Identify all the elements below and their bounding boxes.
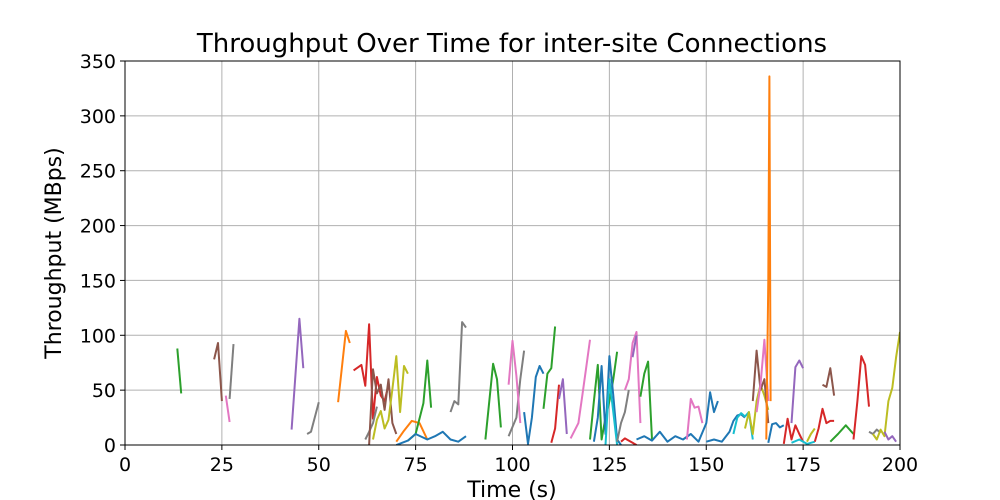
- x-tick-label: 175: [785, 454, 821, 476]
- series-line-43: [791, 438, 816, 445]
- y-tick-label: 150: [80, 270, 116, 292]
- series-line-20: [542, 326, 557, 409]
- series-line-10: [368, 368, 398, 445]
- series-line-22: [558, 378, 568, 435]
- x-tick-label: 100: [494, 454, 530, 476]
- series-line-39: [765, 75, 772, 440]
- x-tick-label: 200: [882, 454, 918, 476]
- x-tick-label: 75: [404, 454, 428, 476]
- series-line-36: [744, 383, 770, 435]
- series-line-26: [604, 378, 619, 445]
- x-axis: 0 25 50 75 100 125 150 175 200: [119, 445, 918, 476]
- chart-title: Throughput Over Time for inter-site Conn…: [196, 29, 827, 59]
- series-line-27: [616, 389, 630, 442]
- y-tick-label: 250: [80, 161, 116, 183]
- y-axis: 0 50 100 150 200 250 300 350: [80, 51, 125, 457]
- series-line-46: [822, 367, 836, 396]
- series-line-51: [883, 431, 897, 443]
- series-line-45: [813, 407, 835, 442]
- series-line-42: [790, 359, 804, 424]
- series-line-9: [364, 406, 378, 440]
- series-line-3: [224, 395, 231, 423]
- series-line-21: [550, 384, 560, 444]
- x-tick-label: 150: [688, 454, 724, 476]
- series-line-41: [782, 417, 804, 445]
- series-line-33: [685, 397, 704, 440]
- series-line-11: [372, 355, 409, 440]
- series-line-2: [213, 342, 223, 402]
- series-line-31: [639, 360, 653, 440]
- y-tick-label: 350: [80, 51, 116, 73]
- x-tick-label: 25: [210, 454, 234, 476]
- y-tick-label: 100: [80, 325, 116, 347]
- series-line-5: [290, 317, 305, 430]
- y-tick-label: 200: [80, 216, 116, 238]
- series-group: [176, 75, 900, 445]
- x-tick-label: 50: [307, 454, 331, 476]
- x-axis-label: Time (s): [466, 478, 556, 500]
- series-line-30: [631, 335, 638, 358]
- series-line-29: [620, 437, 637, 445]
- y-tick-label: 50: [92, 380, 116, 402]
- series-line-14: [395, 430, 467, 445]
- y-tick-label: 300: [80, 106, 116, 128]
- series-line-50: [872, 331, 900, 441]
- series-line-23: [569, 339, 591, 439]
- x-tick-label: 0: [119, 454, 131, 476]
- series-line-13: [407, 359, 433, 442]
- series-line-34: [706, 413, 746, 443]
- y-tick-label: 0: [104, 435, 116, 457]
- series-line-16: [484, 362, 502, 440]
- series-line-44: [806, 427, 816, 443]
- x-tick-label: 125: [591, 454, 627, 476]
- series-line-1: [176, 348, 183, 394]
- series-line-32: [636, 391, 719, 443]
- grid-lines: [124, 60, 901, 446]
- series-line-47: [829, 424, 855, 443]
- series-line-6: [306, 401, 320, 435]
- plot-area: [176, 75, 900, 445]
- series-line-7: [337, 329, 351, 403]
- series-line-28: [623, 331, 642, 424]
- series-line-48: [852, 355, 870, 440]
- series-line-49: [868, 428, 882, 435]
- series-line-19: [523, 365, 545, 445]
- series-line-40: [767, 422, 785, 444]
- series-line-18: [507, 339, 522, 424]
- series-line-12: [395, 419, 429, 443]
- series-line-4: [228, 344, 235, 399]
- series-line-15: [449, 321, 467, 413]
- y-axis-label: Throughput (MBps): [42, 147, 67, 359]
